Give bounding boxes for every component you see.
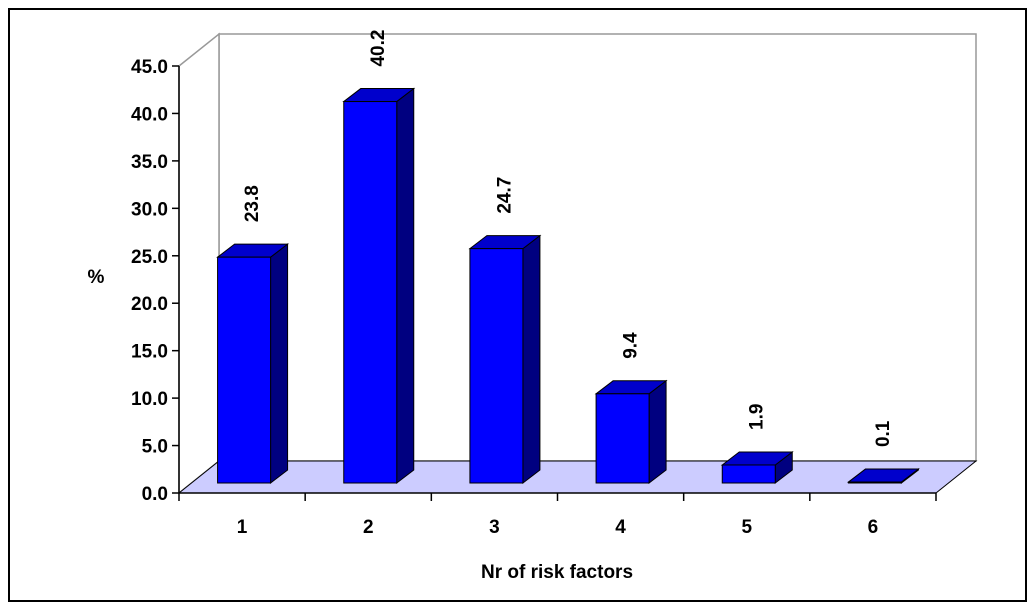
bar (216, 243, 290, 485)
y-tick-label: 20.0 (131, 294, 168, 315)
x-axis-title: Nr of risk factors (481, 562, 633, 583)
bar-front (721, 464, 776, 484)
x-tick-label: 3 (489, 517, 500, 538)
data-label: 24.7 (494, 177, 515, 214)
y-tick-label: 30.0 (131, 199, 168, 220)
bar-front (469, 248, 524, 484)
x-axis: 1 2 3 4 5 6 (178, 492, 937, 538)
bar (342, 87, 416, 485)
bar-side (648, 379, 667, 485)
y-tick-label: 5.0 (142, 437, 168, 458)
bar (594, 379, 668, 485)
x-tick-label: 5 (741, 517, 752, 538)
side-wall (178, 32, 220, 495)
x-tick-label: 1 (237, 517, 248, 538)
y-tick-label: 15.0 (131, 342, 168, 363)
y-tick-label: 10.0 (131, 389, 168, 410)
bar (846, 468, 920, 485)
bar-front (847, 481, 902, 484)
data-label: 1.9 (747, 404, 768, 430)
y-tick-label: 40.0 (131, 104, 168, 125)
y-axis: 0.0 5.0 10.0 15.0 20.0 25.0 30.0 35.0 40.0 45.0 (131, 57, 180, 505)
data-labels: 23.8 40.2 24.7 9.4 1.9 0.1 (242, 30, 894, 447)
data-label: 9.4 (621, 332, 642, 359)
y-axis-title: % (88, 267, 105, 288)
bar-front (217, 256, 272, 484)
data-label: 40.2 (368, 30, 389, 67)
bar-side (270, 243, 289, 485)
bar (720, 450, 794, 485)
bar-front (343, 101, 398, 484)
data-label: 0.1 (873, 420, 894, 447)
bar-front (595, 393, 650, 484)
data-label: 23.8 (242, 185, 263, 222)
x-tick-label: 4 (615, 517, 626, 538)
y-tick-label: 35.0 (131, 152, 168, 173)
bars (216, 87, 920, 485)
y-tick-label: 0.0 (142, 484, 168, 505)
x-tick-label: 2 (363, 517, 374, 538)
bar-side (396, 87, 415, 485)
bar (468, 234, 542, 485)
x-tick-label: 6 (868, 517, 879, 538)
bar-side (522, 234, 541, 485)
plot-area (177, 32, 978, 495)
y-tick-label: 25.0 (131, 247, 168, 268)
y-tick-label: 45.0 (131, 57, 168, 78)
